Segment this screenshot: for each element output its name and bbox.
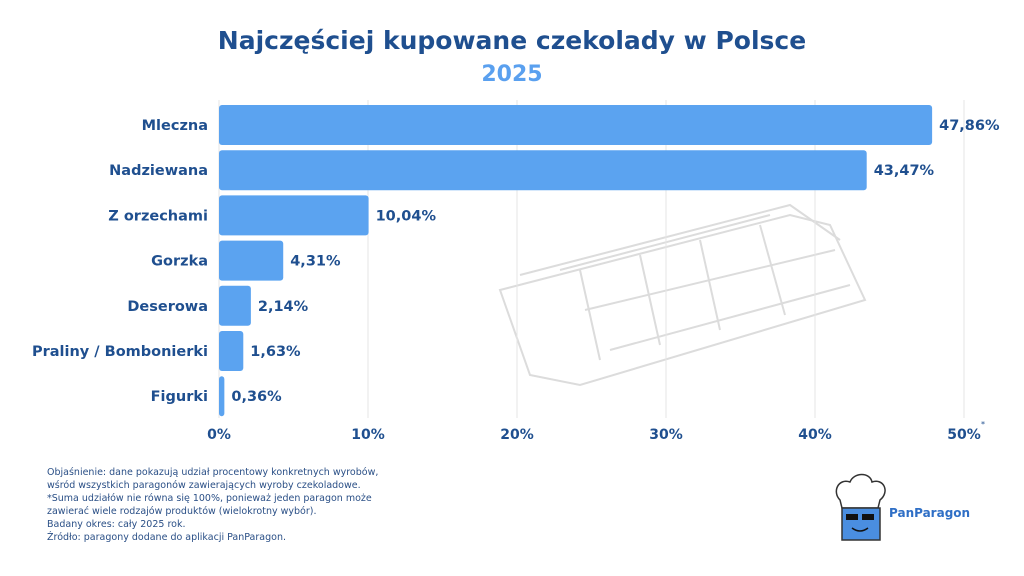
bar bbox=[219, 105, 933, 145]
note-line: wśród wszystkich paragonów zawierających… bbox=[47, 480, 361, 491]
value-label: 10,04% bbox=[376, 208, 437, 224]
chef-mascot-icon bbox=[835, 473, 886, 541]
x-tick-label: 20% bbox=[500, 427, 534, 443]
value-label: 0,36% bbox=[231, 389, 282, 405]
x-tick-label: 50% bbox=[947, 427, 981, 443]
value-label: 1,63% bbox=[250, 344, 301, 360]
value-label: 43,47% bbox=[874, 163, 935, 179]
bar bbox=[219, 240, 284, 281]
value-label: 4,31% bbox=[290, 254, 341, 270]
chocolate-bar-illustration bbox=[498, 203, 867, 387]
chart-title: Najczęściej kupowane czekolady w Polsce bbox=[217, 26, 807, 55]
value-label: 47,86% bbox=[939, 118, 1000, 134]
category-label: Figurki bbox=[151, 389, 208, 405]
x-tick-label: 30% bbox=[649, 427, 683, 443]
category-label: Gorzka bbox=[151, 254, 208, 270]
category-label: Praliny / Bombonierki bbox=[32, 344, 208, 360]
category-label: Z orzechami bbox=[108, 208, 208, 224]
x-tick-label: 10% bbox=[351, 427, 385, 443]
note-line: Źródło: paragony dodane do aplikacji Pan… bbox=[47, 532, 286, 543]
footnote: Objaśnienie: dane pokazują udział procen… bbox=[47, 466, 378, 544]
bar bbox=[219, 331, 244, 371]
note-line: zawierać wiele rodzajów produktów (wielo… bbox=[47, 506, 317, 517]
brand-name: PanParagon bbox=[889, 506, 971, 520]
category-label: Deserowa bbox=[127, 299, 208, 315]
x-tick-note: * bbox=[981, 420, 985, 429]
x-tick-label: 40% bbox=[798, 427, 832, 443]
bar-chart: 0% 10% 20% 30% 40% 50%* Mleczna 47,86% Nadziewan… bbox=[32, 100, 1000, 443]
bar bbox=[219, 195, 369, 236]
value-label: 2,14% bbox=[258, 299, 309, 315]
note-line: *Suma udziałów nie równa się 100%, ponie… bbox=[47, 493, 372, 504]
note-line: Objaśnienie: dane pokazują udział procen… bbox=[47, 467, 379, 478]
category-label: Nadziewana bbox=[109, 163, 208, 179]
bar bbox=[219, 376, 225, 417]
note-line: Badany okres: cały 2025 rok. bbox=[47, 519, 186, 530]
bar bbox=[219, 285, 251, 326]
bar bbox=[219, 150, 867, 191]
category-label: Mleczna bbox=[142, 118, 208, 134]
x-tick-label: 0% bbox=[207, 427, 231, 443]
chart-subtitle: 2025 bbox=[481, 62, 543, 87]
